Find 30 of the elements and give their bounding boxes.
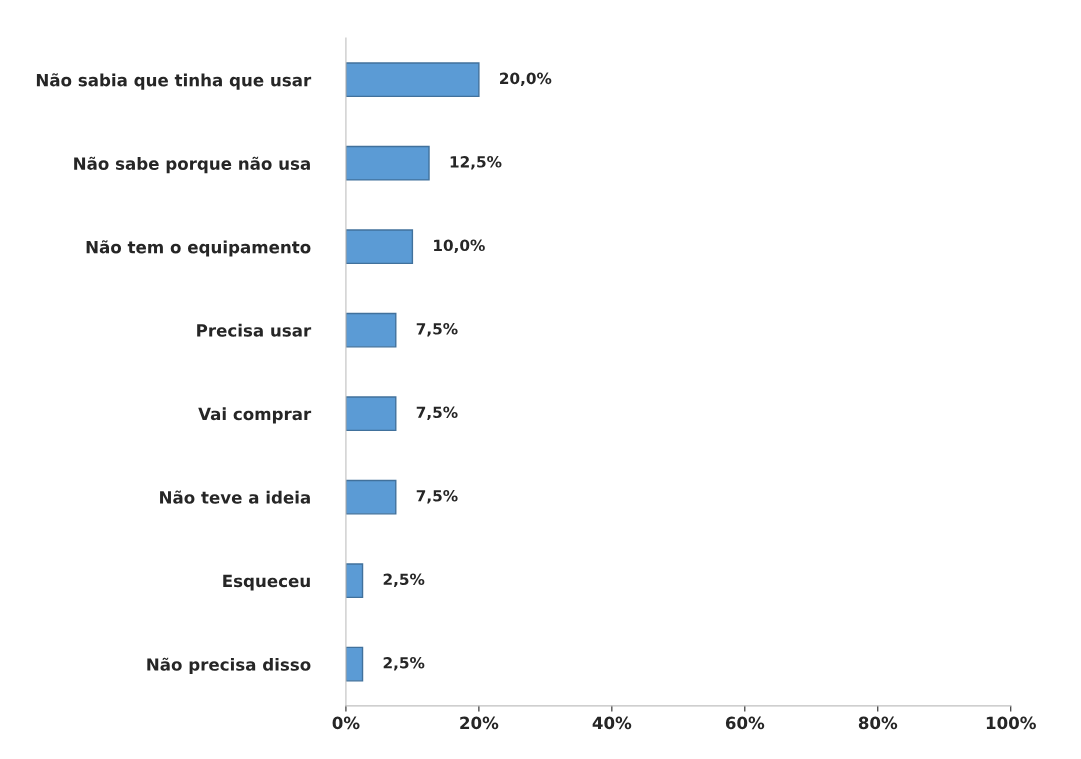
data-label: 20,0% bbox=[500, 72, 552, 87]
y-tick-label: Não tem o equipamento bbox=[86, 240, 311, 257]
bar bbox=[345, 145, 430, 181]
y-tick-label: Precisa usar bbox=[197, 323, 312, 337]
y-tick-label: Não teve a ideia bbox=[160, 490, 310, 504]
data-label: 12,5% bbox=[450, 156, 502, 170]
data-label: 2,5% bbox=[383, 573, 425, 588]
x-tick-label: 100% bbox=[986, 716, 1036, 730]
data-label: 10,0% bbox=[434, 239, 485, 254]
bar bbox=[345, 396, 397, 432]
x-tick-label: 40% bbox=[592, 716, 632, 730]
bar bbox=[345, 563, 364, 599]
data-label: 2,5% bbox=[383, 657, 425, 671]
bar bbox=[345, 646, 364, 682]
bar bbox=[345, 229, 414, 265]
y-tick-label: Não sabia que tinha que usar bbox=[36, 73, 312, 90]
data-label: 7,5% bbox=[416, 406, 458, 421]
y-tick-label: Esqueceu bbox=[223, 574, 310, 591]
y-tick-label: Não precisa disso bbox=[147, 657, 311, 675]
x-tick-label: 20% bbox=[460, 716, 499, 730]
bar bbox=[345, 62, 480, 98]
bar bbox=[345, 479, 397, 515]
x-tick-label: 80% bbox=[858, 716, 898, 730]
data-label: 7,5% bbox=[416, 490, 458, 504]
data-label: 7,5% bbox=[416, 323, 458, 337]
y-tick-label: Não sabe porque não usa bbox=[74, 156, 310, 174]
bar bbox=[345, 312, 397, 348]
x-tick-label: 60% bbox=[725, 716, 765, 730]
y-tick-label: Vai comprar bbox=[198, 407, 312, 424]
x-tick-label: 0% bbox=[332, 716, 360, 730]
